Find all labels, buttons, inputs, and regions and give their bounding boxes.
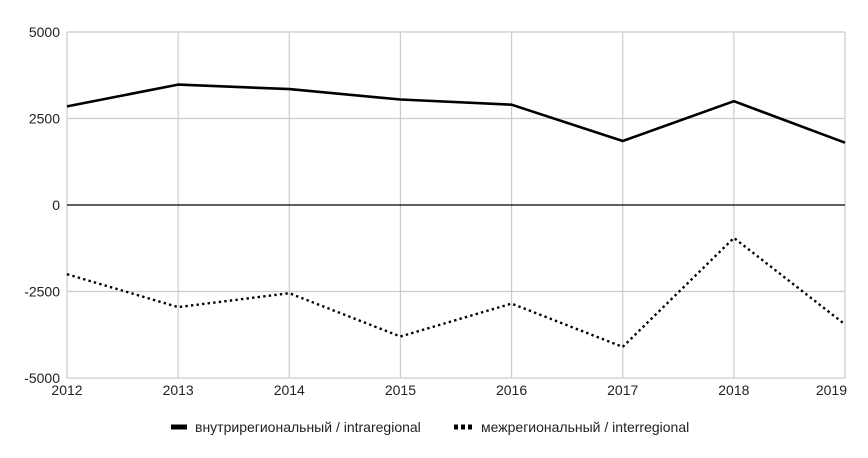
legend-item-intraregional: внутрирегиональный / intraregional [171, 419, 421, 435]
legend: внутрирегиональный / intraregional межре… [171, 419, 689, 435]
x-tick-label: 2017 [607, 382, 638, 398]
series-line-interregional [66, 236, 846, 349]
legend-label-interregional: межрегиональный / interregional [481, 419, 689, 435]
legend-label-intraregional: внутрирегиональный / intraregional [195, 419, 421, 435]
x-tick-labels: 2012 2013 2014 2015 2016 2017 2018 2019 [51, 382, 847, 398]
y-tick-label: 2500 [29, 111, 60, 127]
x-tick-label: 2013 [163, 382, 194, 398]
y-tick-label: -2500 [24, 284, 60, 300]
series-line-intraregional [66, 83, 846, 144]
series-lines [66, 83, 846, 349]
y-tick-label: 5000 [29, 24, 60, 40]
x-tick-label: 2019 [816, 382, 847, 398]
x-tick-label: 2018 [718, 382, 749, 398]
x-tick-label: 2015 [385, 382, 416, 398]
legend-item-interregional: межрегиональный / interregional [454, 419, 689, 435]
x-tick-label: 2014 [274, 382, 305, 398]
y-tick-labels: 5000 2500 0 -2500 -5000 [24, 24, 60, 386]
x-tick-label: 2012 [51, 382, 82, 398]
x-tick-label: 2016 [496, 382, 527, 398]
y-tick-label: 0 [52, 197, 60, 213]
y-tick-label: -5000 [24, 370, 60, 386]
